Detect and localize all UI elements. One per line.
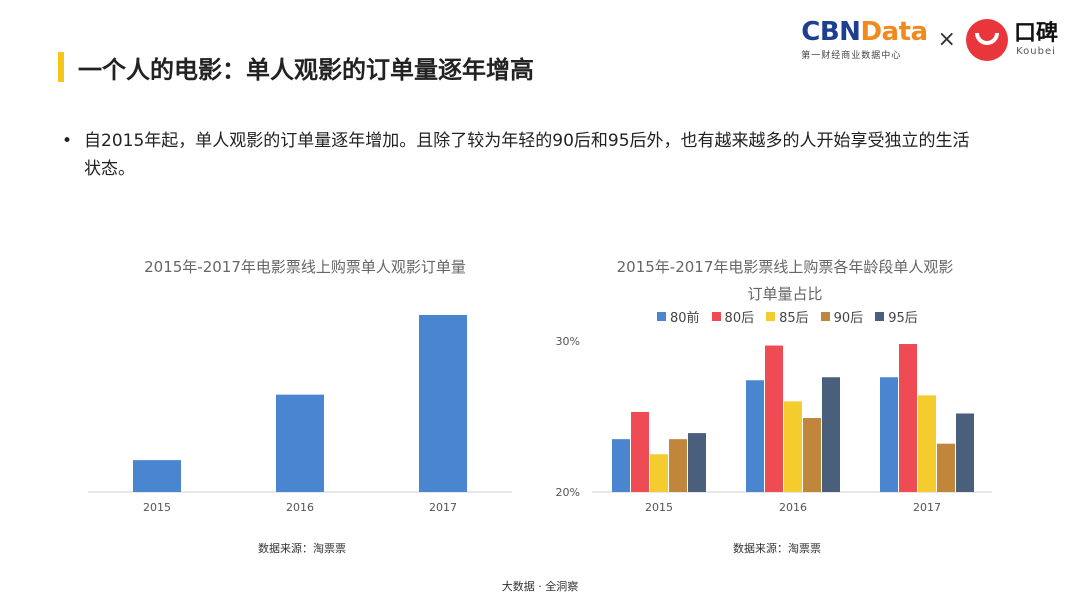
chart2-bar-2017-85后	[918, 395, 936, 492]
chart2-bar-2016-80前	[746, 380, 764, 492]
chart1-bar-2015	[133, 460, 181, 492]
chart2-legend-swatch	[766, 312, 776, 321]
cbn-word-part2: Data	[860, 17, 928, 47]
chart2-ytick-1: 30%	[556, 335, 580, 348]
title-accent-bar	[58, 52, 64, 82]
chart2-legend-label: 80后	[724, 311, 755, 326]
chart2-legend-swatch	[820, 312, 830, 321]
chart2-legend-item-95后: 95后	[875, 307, 918, 326]
chart2-xtick-2016: 2016	[779, 501, 807, 514]
chart2-source: 数据来源：淘票票	[733, 542, 821, 555]
chart2-bar-2015-90后	[669, 439, 687, 492]
chart2-legend-label: 85后	[779, 311, 809, 326]
chart2-bar-2015-85后	[650, 454, 668, 492]
chart1-xtick-2016: 2016	[286, 501, 314, 514]
bullet-marker: •	[62, 131, 73, 151]
chart2-legend-label: 95后	[888, 311, 918, 326]
chart2-bar-2017-80前	[880, 377, 898, 492]
chart2-ytick-0: 20%	[556, 486, 580, 499]
page-title: 一个人的电影：单人观影的订单量逐年增高	[78, 55, 534, 84]
bullet-point: • 自2015年起，单人观影的订单量逐年增加。且除了较为年轻的90后和95后外，…	[62, 127, 982, 183]
chart2-legend-swatch	[657, 312, 666, 321]
logo-group: CBNData 第一财经商业数据中心 × 口碑 Koubei	[801, 18, 1058, 61]
chart2-legend-item-90后: 90后	[820, 307, 864, 326]
cbn-subtitle: 第一财经商业数据中心	[801, 51, 902, 61]
footer-text: 大数据 · 全洞察	[501, 580, 579, 593]
chart1-bar-2016	[276, 394, 324, 492]
chart2-legend-item-80前: 80前	[657, 307, 700, 326]
bullet-text: 自2015年起，单人观影的订单量逐年增加。且除了较为年轻的90后和95后外，也有…	[84, 131, 970, 179]
times-sign: ×	[937, 27, 956, 52]
chart2-title-line1: 2015年-2017年电影票线上购票各年龄段单人观影	[616, 258, 954, 276]
chart2-bar-2017-80后	[899, 344, 917, 492]
koubei-cn: 口碑	[1013, 21, 1058, 46]
chart2-bar-2016-95后	[822, 377, 840, 492]
chart1-svg: 2015 2016 2017	[88, 315, 512, 514]
chart2-bar-2015-95后	[688, 433, 706, 492]
chart2-bar-2016-80后	[765, 345, 783, 492]
chart2-bar-2017-95后	[956, 413, 974, 492]
koubei-en: Koubei	[1016, 46, 1056, 57]
chart2-bar-2016-90后	[803, 418, 821, 492]
chart2-bar-2015-80前	[612, 439, 630, 492]
chart2-xtick-2015: 2015	[645, 501, 673, 514]
chart1-xtick-2017: 2017	[429, 501, 457, 514]
chart1-title: 2015年-2017年电影票线上购票单人观影订单量	[144, 258, 466, 276]
chart2-xtick-2017: 2017	[913, 501, 941, 514]
chart2-legend-label: 80前	[670, 311, 700, 326]
chart1-bar-2017	[419, 315, 467, 492]
chart2-legend-item-80后: 80后	[711, 307, 755, 326]
chart2-title-line2: 订单量占比	[747, 285, 823, 303]
chart2-legend-label: 90后	[833, 311, 864, 326]
chart2-bar-2016-85后	[784, 401, 802, 492]
chart2-bar-2017-90后	[937, 443, 955, 492]
chart1-xtick-2015: 2015	[143, 501, 171, 514]
koubei-logo: 口碑 Koubei	[965, 18, 1058, 61]
chart2-legend-item-85后: 85后	[766, 307, 809, 326]
koubei-smile-icon	[965, 18, 1008, 61]
chart2-svg: 20% 30% 2015 2016 2017	[556, 335, 992, 514]
chart2-bar-2015-80后	[631, 411, 649, 492]
chart1-source: 数据来源：淘票票	[258, 542, 346, 555]
cbn-word-part1: CBN	[801, 17, 861, 47]
chart2-legend-swatch	[875, 312, 885, 321]
chart2-legend-swatch	[711, 312, 721, 321]
chart2-legend: 80前 80后 85后 90后 95后	[657, 307, 930, 326]
page-title-wrap: 一个人的电影：单人观影的订单量逐年增高	[58, 50, 534, 84]
cbndata-logo: CBNData 第一财经商业数据中心	[801, 17, 928, 61]
